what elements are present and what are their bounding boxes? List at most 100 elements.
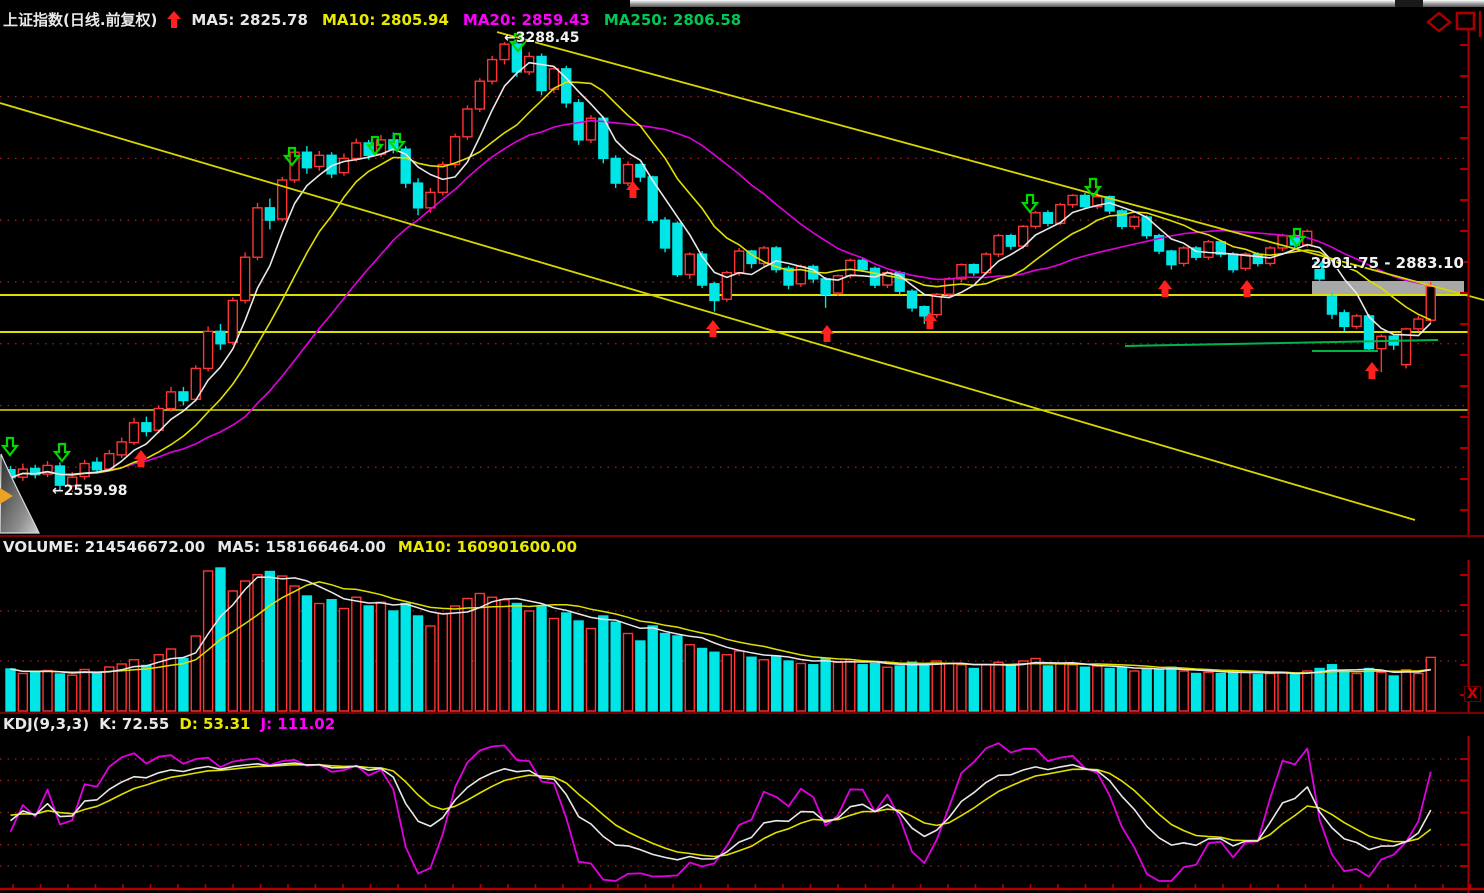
volume-bar xyxy=(869,662,881,712)
volume-bar xyxy=(462,597,473,712)
volume-bar xyxy=(1005,665,1017,712)
trough-price-label: ←2559.98 xyxy=(52,483,128,499)
ma5-line xyxy=(10,61,1432,479)
volume-bar xyxy=(437,612,448,712)
buy-signal-arrow xyxy=(820,325,834,342)
volume-bar xyxy=(239,580,251,712)
volume-bar xyxy=(1376,671,1387,712)
volume-bar xyxy=(412,615,424,712)
up-arrow-icon xyxy=(167,11,182,28)
titlebar-notch xyxy=(1395,0,1423,7)
candle-body xyxy=(116,441,127,456)
volume-bar xyxy=(1413,672,1424,712)
ma5-value: MA5: 2825.78 xyxy=(191,10,308,29)
volume-bar xyxy=(808,664,819,712)
volume-bar xyxy=(289,585,300,712)
volume-bar xyxy=(79,668,90,712)
volume-bar xyxy=(116,663,127,712)
candle-body xyxy=(91,461,103,471)
buy-signal-arrow xyxy=(706,320,720,337)
candle-body xyxy=(1092,196,1103,208)
volume-bar xyxy=(1363,667,1375,712)
volume-bar xyxy=(1289,674,1301,712)
candle-body xyxy=(1240,253,1251,270)
volume-bar xyxy=(894,665,905,712)
candle-body xyxy=(314,154,325,168)
candle-body xyxy=(635,163,646,178)
ma10-value: MA10: 2805.94 xyxy=(321,10,449,29)
page-curl-decoration[interactable] xyxy=(0,450,48,534)
volume-chart-canvas[interactable] xyxy=(0,560,1484,713)
candle-body xyxy=(647,176,658,221)
kdj-chart-canvas[interactable] xyxy=(0,736,1484,893)
candle-body xyxy=(845,259,856,277)
candle-body xyxy=(758,247,770,265)
volume-bar xyxy=(1227,670,1239,712)
candle-body xyxy=(1079,194,1091,208)
volume-bar xyxy=(1339,670,1350,712)
window-restore-icon[interactable] xyxy=(1454,9,1484,37)
close-indicator-button[interactable]: X xyxy=(1464,686,1481,702)
volume-bar xyxy=(1055,662,1066,712)
candle-body xyxy=(906,290,918,309)
volume-bar xyxy=(1215,672,1227,712)
candle-body xyxy=(561,68,572,104)
volume-bar xyxy=(795,662,807,712)
volume-bar xyxy=(1116,666,1128,712)
volume-bar xyxy=(104,666,115,712)
volume-bar xyxy=(30,671,41,712)
candle-body xyxy=(696,253,708,286)
volume-bar xyxy=(1190,672,1202,712)
candle-body xyxy=(264,207,276,221)
candle-body xyxy=(771,247,782,271)
volume-bar xyxy=(622,632,634,712)
sell-signal-arrow xyxy=(282,146,302,167)
candle-body xyxy=(1153,234,1165,252)
candle-body xyxy=(1190,247,1202,258)
volume-bar xyxy=(882,666,893,712)
kdj-j-value: J: 111.02 xyxy=(260,715,336,733)
candle-body xyxy=(178,391,189,402)
price-pane-header: 上证指数(日线.前复权) MA5: 2825.78 MA10: 2805.94 … xyxy=(3,9,741,30)
volume-bar xyxy=(832,661,844,712)
titlebar-strip xyxy=(630,0,1484,7)
ma250-line xyxy=(1124,339,1439,347)
kdj-pane-header: KDJ(9,3,3) K: 72.55 D: 53.31 J: 111.02 xyxy=(3,715,335,733)
volume-bar xyxy=(1277,671,1288,712)
candle-body xyxy=(363,142,374,157)
candle-body xyxy=(239,256,251,302)
volume-bar xyxy=(1400,669,1412,712)
trendline xyxy=(0,102,1416,521)
candle-body xyxy=(1413,318,1424,330)
candle-body xyxy=(1425,285,1436,321)
volume-bar xyxy=(1388,675,1399,712)
candle-body xyxy=(1376,335,1387,350)
volume-bar xyxy=(178,657,189,712)
volume-bar xyxy=(746,656,757,712)
diamond-marker-icon[interactable] xyxy=(1426,11,1453,34)
volume-bar xyxy=(845,659,856,712)
candle-body xyxy=(931,293,942,316)
candle-body xyxy=(1116,210,1128,228)
volume-bar xyxy=(709,651,720,712)
main-chart-canvas[interactable] xyxy=(0,30,1484,536)
candle-body xyxy=(215,330,226,345)
volume-bar xyxy=(1252,674,1264,712)
candle-body xyxy=(511,43,523,73)
volume-bar xyxy=(771,655,782,712)
volume-bar xyxy=(635,640,646,712)
ma10-line xyxy=(10,81,1432,479)
volume-bar xyxy=(968,667,979,712)
volume-bar xyxy=(1018,660,1029,712)
volume-ma10-line xyxy=(10,581,1431,674)
volume-bar xyxy=(610,621,621,712)
candle-body xyxy=(128,422,140,444)
volume-bar xyxy=(91,672,103,712)
candle-body xyxy=(1042,212,1054,224)
sell-signal-arrow xyxy=(508,32,528,53)
candle-body xyxy=(1326,296,1338,315)
candle-body xyxy=(79,462,90,478)
volume-bar xyxy=(956,664,967,712)
volume-bar xyxy=(672,635,683,712)
